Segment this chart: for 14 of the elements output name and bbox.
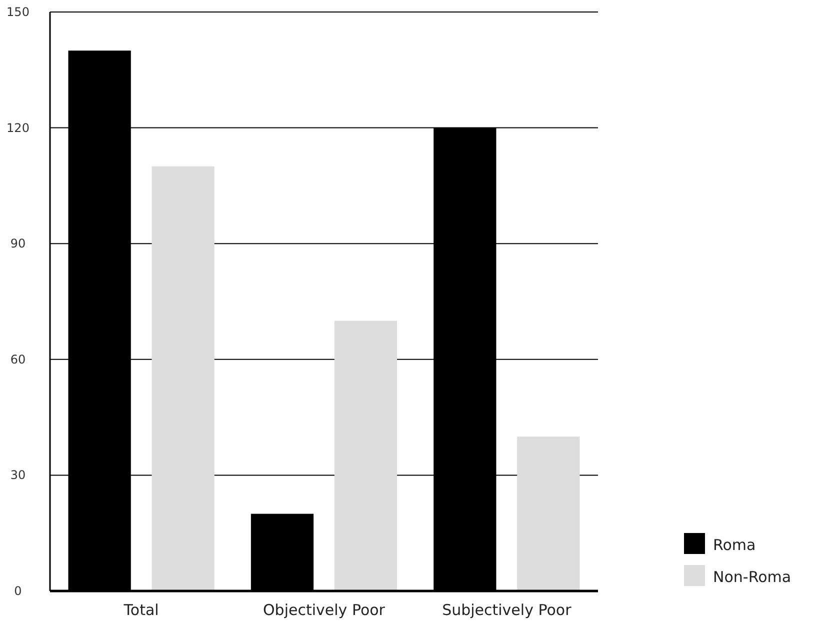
bar <box>152 166 214 591</box>
bar <box>517 436 580 591</box>
x-tick-label: Subjectively Poor <box>442 601 572 619</box>
y-tick-label: 120 <box>6 120 30 135</box>
y-tick-label: 30 <box>10 468 26 482</box>
y-tick-label: 60 <box>10 352 26 366</box>
bar <box>334 320 398 591</box>
y-tick-label: 150 <box>6 5 30 19</box>
y-tick-label: 90 <box>10 236 26 251</box>
legend-label: Non-Roma <box>713 568 792 586</box>
x-tick-label: Objectively Poor <box>263 601 386 619</box>
legend-label: Roma <box>713 536 756 554</box>
y-tick-label: 0 <box>14 584 22 598</box>
x-tick-label: Total <box>122 601 159 619</box>
